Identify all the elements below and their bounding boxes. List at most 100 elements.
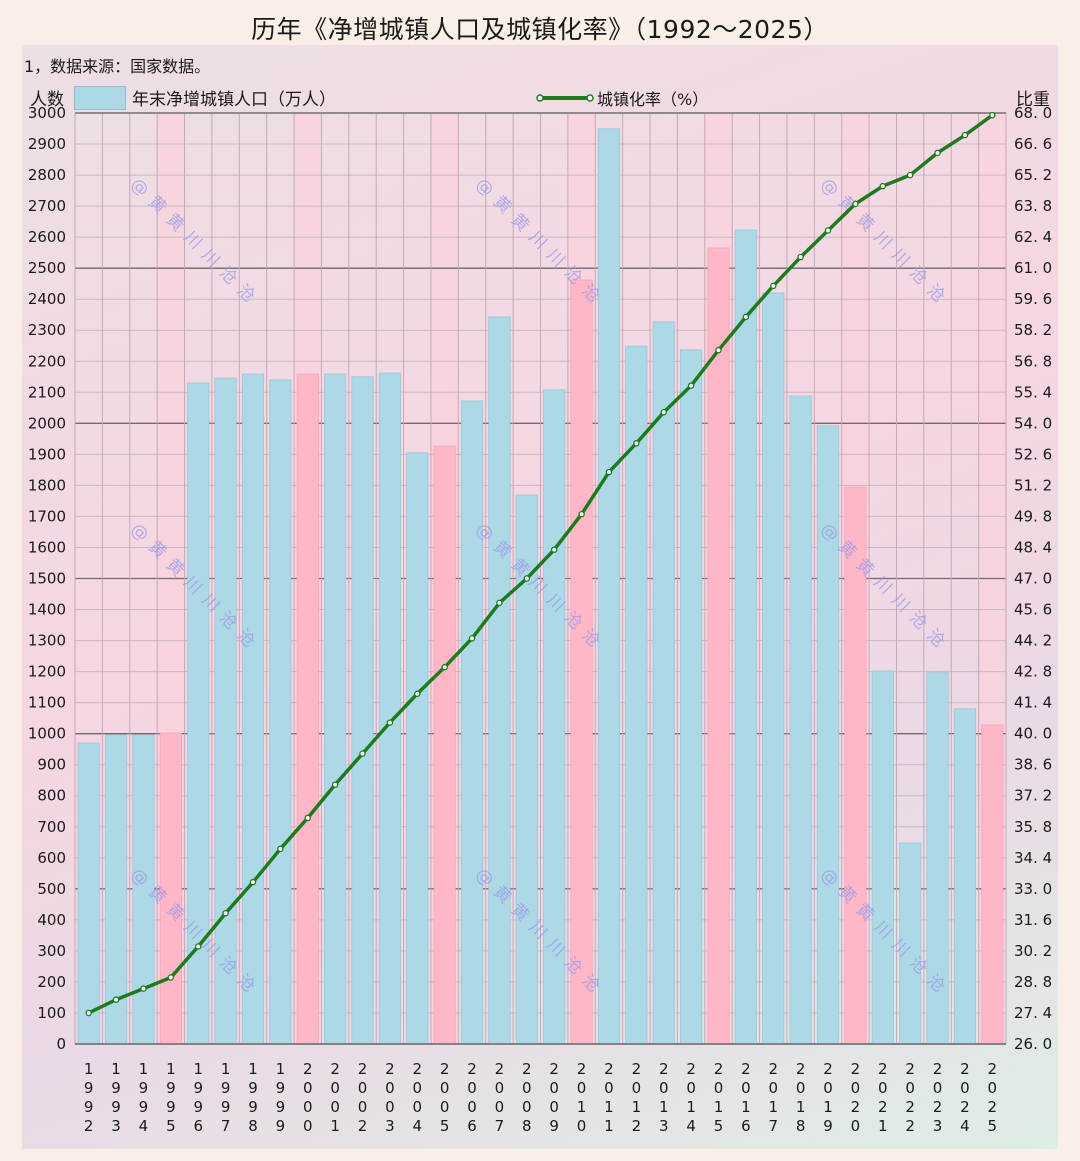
x-tick-label: 3 (933, 1117, 943, 1135)
line-marker-2017 (770, 282, 777, 290)
x-tick-label: 0 (358, 1079, 368, 1097)
bar-2000 (296, 373, 319, 1045)
x-tick-label: 0 (714, 1079, 724, 1097)
x-tick-label: 0 (413, 1098, 423, 1116)
right-tick-label: 65. 2 (1014, 166, 1052, 184)
x-tick-label: 2 (851, 1060, 861, 1078)
x-tick-label: 0 (796, 1079, 806, 1097)
right-tick-label: 40. 0 (1014, 725, 1052, 743)
x-tick-label: 2 (686, 1060, 696, 1078)
left-tick-label: 1200 (28, 663, 66, 681)
x-tick-label: 2 (440, 1060, 450, 1078)
x-tick-label: 4 (960, 1117, 970, 1135)
watermark: @黄黄川川沧沧 (126, 174, 264, 312)
left-tick-label: 2600 (28, 228, 66, 246)
x-tick-label: 2 (330, 1060, 340, 1078)
bar-2024 (953, 708, 977, 1045)
right-tick-label: 44. 2 (1014, 632, 1052, 650)
x-tick-label: 9 (84, 1098, 94, 1116)
x-tick-label: 1 (139, 1060, 149, 1078)
x-tick-label: 1 (714, 1098, 724, 1116)
x-tick-label: 9 (221, 1098, 231, 1116)
left-tick-label: 400 (37, 911, 66, 929)
x-tick-label: 1 (604, 1117, 614, 1135)
left-tick-label: 2400 (28, 290, 66, 308)
line-marker-1998 (249, 878, 257, 886)
x-tick-label: 0 (768, 1079, 778, 1097)
legend-bar-swatch (74, 85, 126, 110)
bar-2013 (652, 321, 675, 1045)
right-tick-label: 47. 0 (1014, 570, 1052, 588)
line-marker-2001 (331, 781, 339, 788)
x-tick-label: 0 (823, 1079, 833, 1097)
left-tick-label: 2000 (28, 414, 66, 432)
left-tick-label: 600 (37, 849, 66, 867)
x-tick-label: 2 (988, 1098, 998, 1116)
x-tick-label: 0 (549, 1098, 559, 1116)
x-tick-label: 2 (495, 1060, 505, 1078)
line-marker-2013 (660, 408, 667, 416)
x-tick-label: 2 (878, 1060, 888, 1078)
line-marker-1992 (85, 1009, 92, 1017)
line-marker-2018 (797, 253, 804, 261)
x-tick-label: 3 (659, 1117, 669, 1135)
right-tick-label: 28. 8 (1014, 973, 1052, 991)
x-tick-label: 0 (440, 1079, 450, 1097)
x-tick-label: 9 (139, 1098, 149, 1116)
line-marker-2012 (633, 440, 640, 447)
x-tick-label: 9 (111, 1079, 121, 1097)
right-tick-label: 56. 8 (1014, 352, 1052, 370)
x-tick-label: 0 (440, 1098, 450, 1116)
line-marker-1999 (277, 845, 284, 853)
line-marker-2021 (879, 182, 887, 190)
x-tick-label: 0 (905, 1079, 915, 1097)
x-tick-label: 2 (385, 1060, 395, 1078)
right-tick-label: 58. 2 (1014, 321, 1052, 339)
bar-2004 (406, 452, 429, 1045)
right-tick-label: 68. 0 (1014, 104, 1052, 122)
x-tick-label: 2 (905, 1117, 915, 1135)
right-tick-label: 30. 2 (1014, 942, 1052, 960)
left-tick-label: 300 (37, 942, 66, 960)
right-tick-label: 54. 0 (1014, 414, 1052, 432)
x-tick-label: 9 (221, 1079, 231, 1097)
left-tick-label: 2500 (28, 259, 66, 277)
left-tick-label: 200 (37, 973, 66, 991)
x-tick-label: 0 (988, 1079, 998, 1097)
line-marker-2011 (605, 468, 613, 476)
left-tick-label: 1900 (28, 445, 66, 463)
left-tick-label: 2900 (28, 135, 66, 153)
x-tick-label: 2 (796, 1060, 806, 1078)
x-tick-label: 2 (358, 1060, 368, 1078)
x-tick-label: 1 (221, 1060, 231, 1078)
bar-2005 (433, 445, 456, 1045)
bar-2006 (460, 400, 484, 1045)
x-tick-label: 1 (796, 1098, 806, 1116)
x-tick-label: 1 (577, 1098, 587, 1116)
x-tick-label: 2 (823, 1060, 833, 1078)
bar-2011 (597, 128, 621, 1045)
x-tick-label: 0 (851, 1117, 861, 1135)
line-marker-2019 (824, 227, 832, 234)
x-tick-label: 1 (166, 1060, 176, 1078)
x-tick-label: 0 (522, 1079, 532, 1097)
x-tick-label: 0 (878, 1079, 888, 1097)
x-tick-label: 4 (686, 1117, 696, 1135)
right-tick-label: 31. 6 (1014, 911, 1052, 929)
bar-2025 (981, 724, 1004, 1045)
x-tick-label: 0 (467, 1098, 477, 1116)
x-tick-label: 1 (741, 1098, 751, 1116)
line-marker-2014 (687, 382, 695, 389)
x-tick-label: 2 (467, 1060, 477, 1078)
right-tick-label: 63. 8 (1014, 197, 1052, 215)
x-tick-label: 0 (385, 1079, 395, 1097)
x-tick-label: 2 (960, 1060, 970, 1078)
x-tick-label: 3 (111, 1117, 121, 1135)
x-tick-label: 1 (604, 1098, 614, 1116)
legend-bar-label: 年末净增城镇人口（万人） (132, 90, 336, 110)
bar-1999 (269, 379, 292, 1045)
x-tick-label: 0 (303, 1079, 313, 1097)
x-tick-label: 0 (632, 1079, 642, 1097)
x-tick-label: 9 (193, 1079, 203, 1097)
line-marker-1996 (194, 943, 202, 950)
